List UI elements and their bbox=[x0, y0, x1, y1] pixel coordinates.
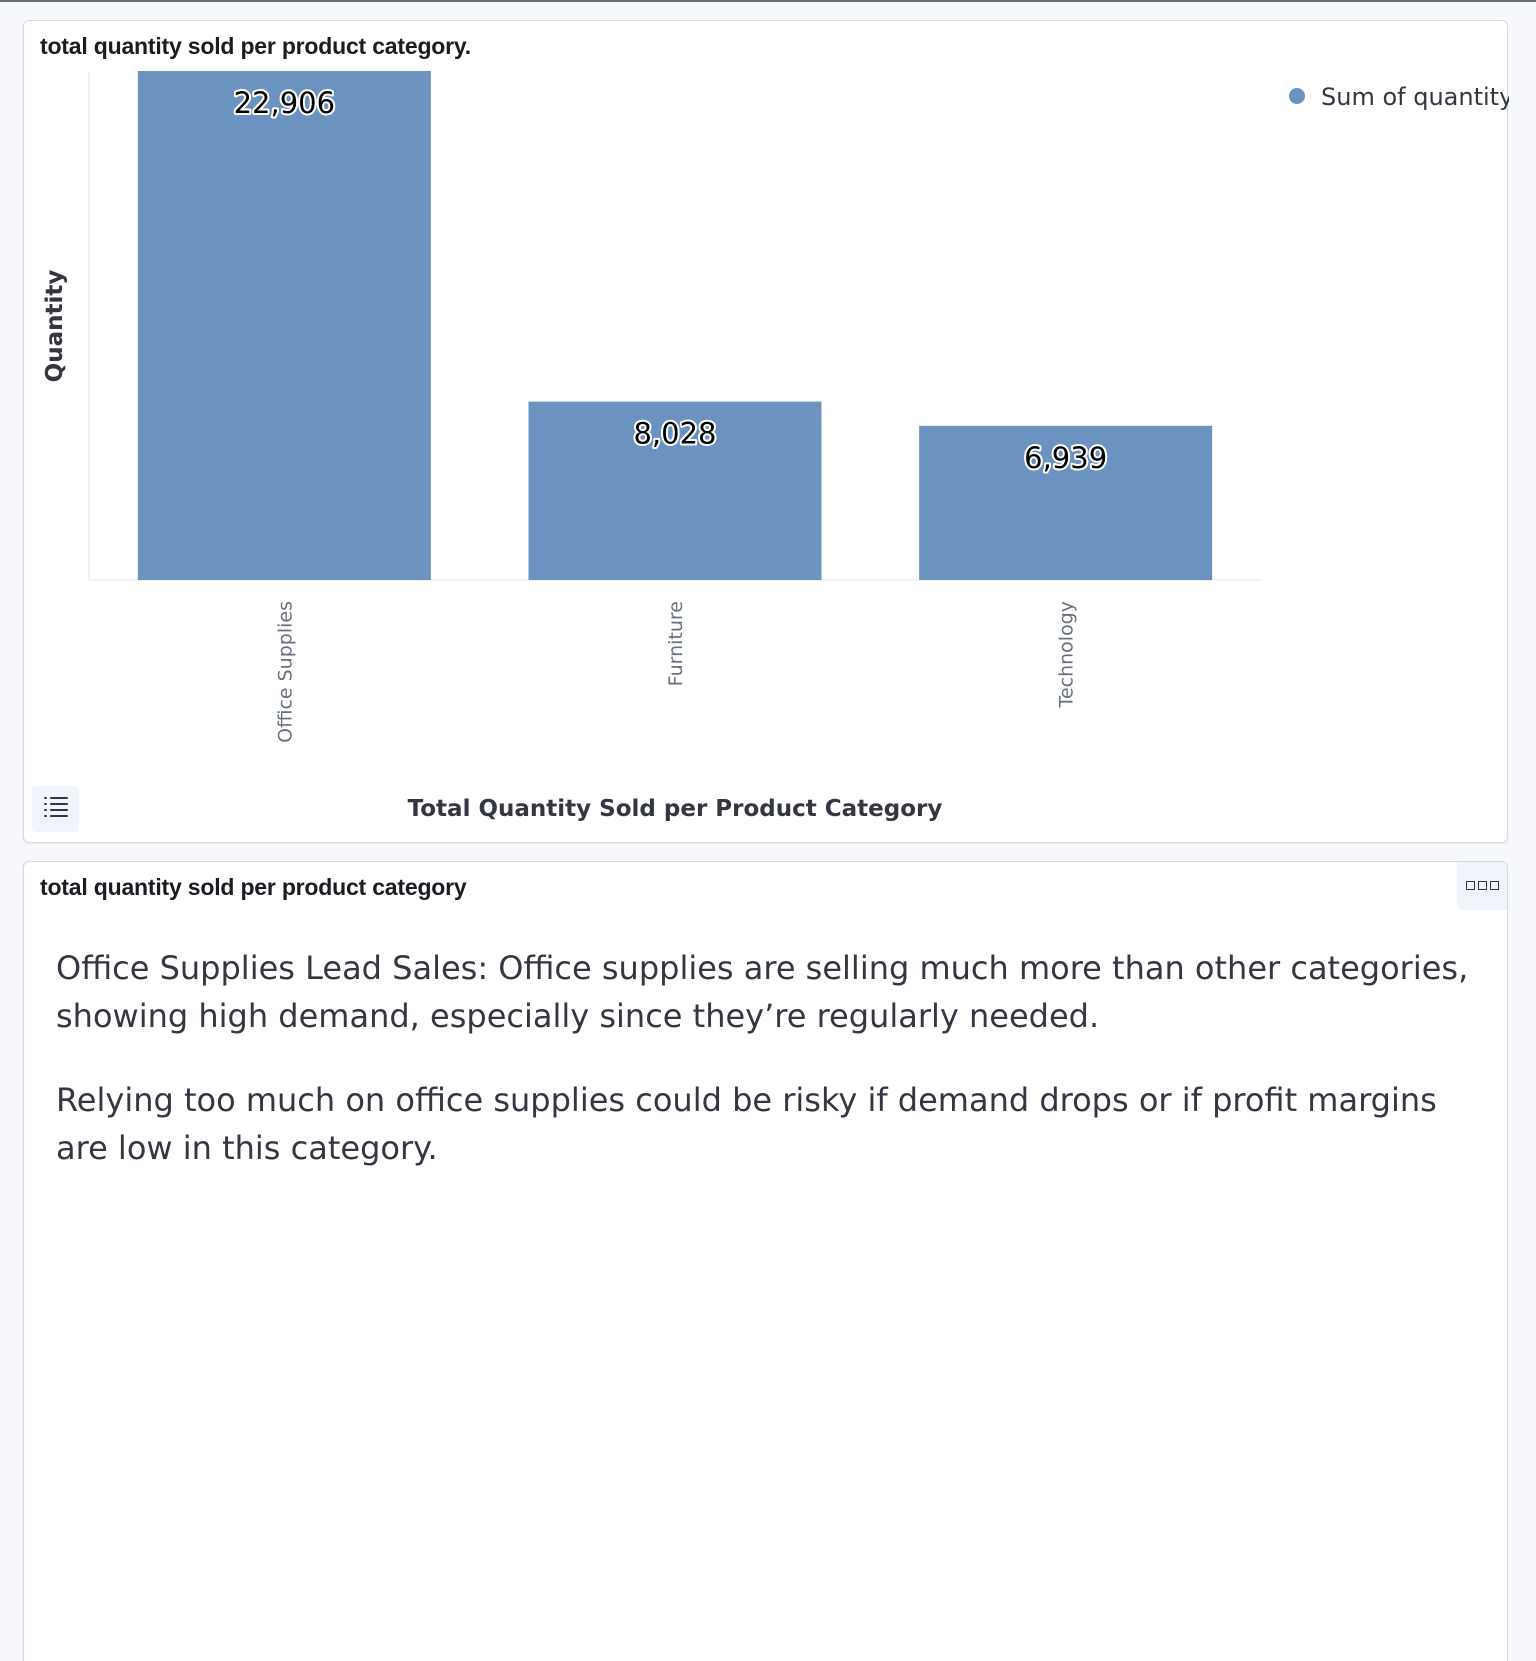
x-tick-label: Office Supplies bbox=[274, 601, 296, 743]
paragraph: Office Supplies Lead Sales: Office suppl… bbox=[56, 949, 1469, 1035]
bar bbox=[137, 71, 431, 580]
top-border bbox=[0, 0, 1536, 2]
paragraph: Relying too much on office supplies coul… bbox=[56, 1081, 1437, 1167]
list-icon bbox=[42, 794, 70, 825]
bar-chart: 22,906 Office Supplies 8,028 Furniture 6,939… bbox=[42, 71, 1509, 822]
more-options-icon bbox=[1464, 877, 1500, 895]
x-axis-title: Total Quantity Sold per Product Category bbox=[408, 796, 943, 822]
data-label: 8,028 bbox=[633, 417, 716, 451]
markdown-body: Office Supplies Lead Sales: Office suppl… bbox=[56, 944, 1476, 1208]
x-tick-label: Technology bbox=[1056, 601, 1078, 708]
legend-label: Sum of quantity bbox=[1321, 83, 1509, 111]
panel-title: total quantity sold per product category… bbox=[40, 33, 471, 59]
data-label: 6,939 bbox=[1024, 441, 1107, 475]
x-tick-label: Furniture bbox=[665, 601, 687, 686]
bar bbox=[528, 401, 822, 580]
panel-options-button[interactable] bbox=[1457, 862, 1507, 910]
y-axis-title: Quantity bbox=[42, 270, 68, 383]
markdown-panel: total quantity sold per product category… bbox=[23, 861, 1508, 1661]
data-label: 22,906 bbox=[234, 86, 335, 120]
bar bbox=[919, 425, 1213, 580]
chart-panel: total quantity sold per product category… bbox=[23, 20, 1509, 843]
legend-swatch bbox=[1289, 88, 1305, 104]
legend-toggle-button[interactable] bbox=[32, 786, 79, 832]
panel-title: total quantity sold per product category bbox=[40, 874, 467, 900]
